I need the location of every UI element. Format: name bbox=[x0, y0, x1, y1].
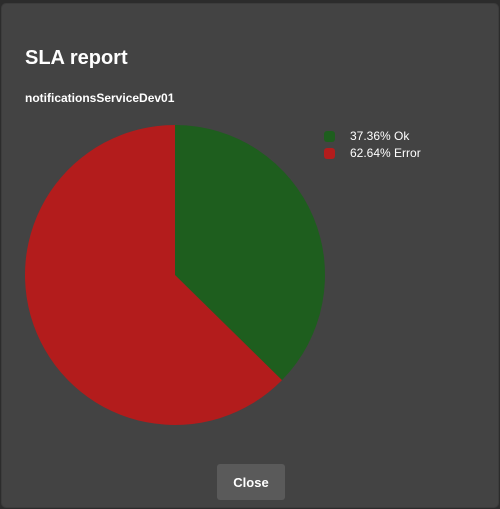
legend-label-error: 62.64% Error bbox=[350, 146, 421, 160]
legend-label-ok: 37.36% Ok bbox=[350, 129, 410, 143]
sla-report-dialog: SLA report notificationsServiceDev01 37.… bbox=[2, 4, 498, 507]
service-name: notificationsServiceDev01 bbox=[25, 91, 175, 105]
legend-swatch-ok bbox=[324, 130, 335, 142]
close-button[interactable]: Close bbox=[217, 464, 285, 500]
chart-legend: 37.36% Ok 62.64% Error bbox=[324, 128, 421, 162]
legend-swatch-error bbox=[324, 147, 335, 159]
pie-slice-error[interactable] bbox=[24, 125, 282, 425]
sla-pie-chart bbox=[24, 125, 325, 425]
pie-slice-ok[interactable] bbox=[175, 125, 325, 381]
legend-item-error[interactable]: 62.64% Error bbox=[324, 145, 421, 161]
dialog-title: SLA report bbox=[25, 47, 128, 69]
legend-item-ok[interactable]: 37.36% Ok bbox=[324, 128, 421, 144]
